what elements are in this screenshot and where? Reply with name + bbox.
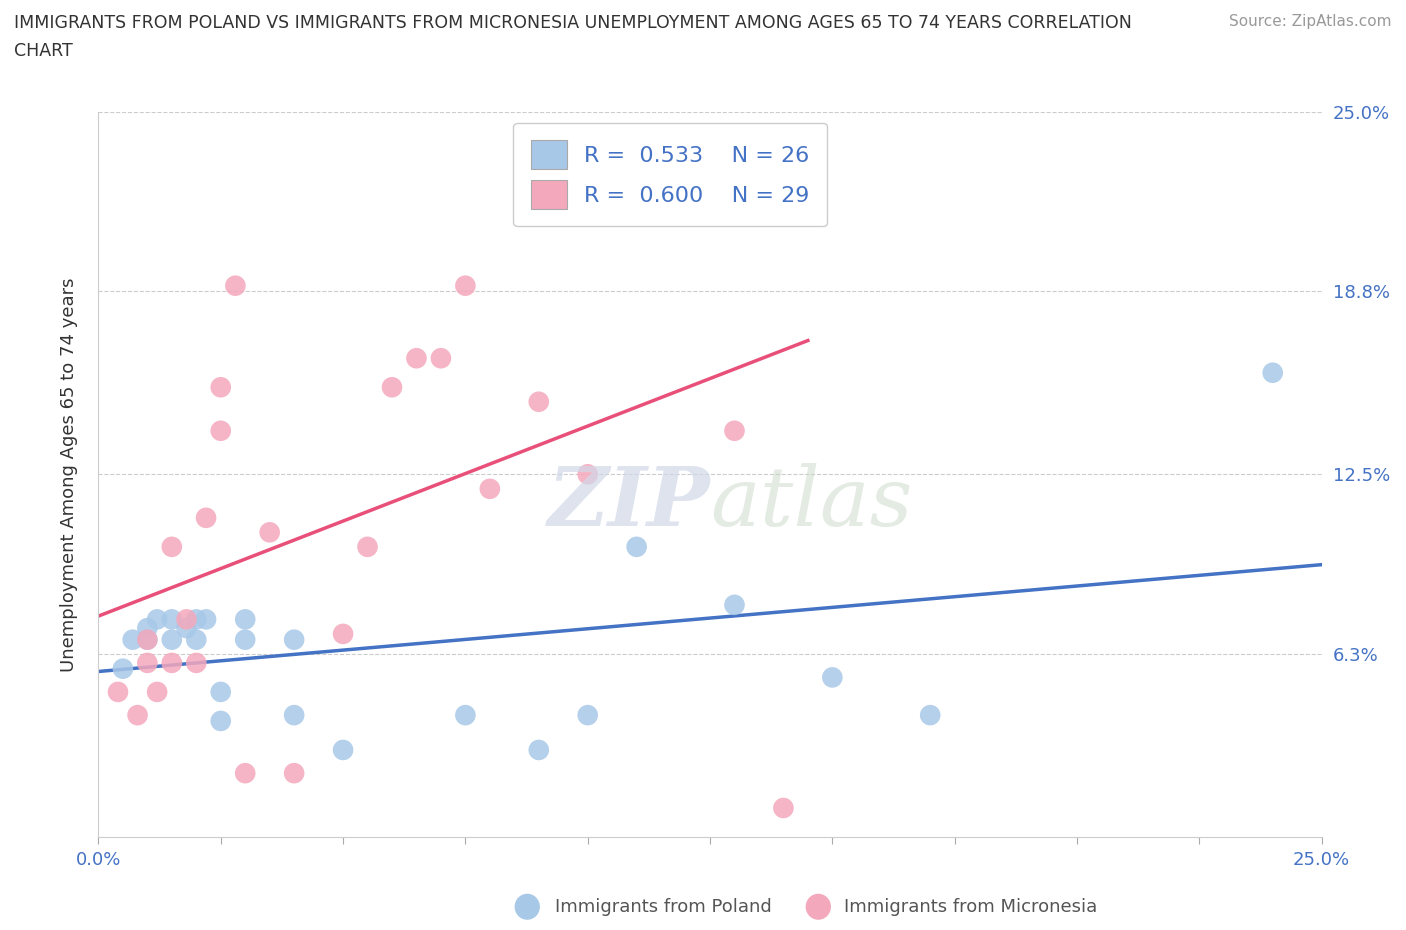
Point — [136, 656, 159, 671]
Y-axis label: Unemployment Among Ages 65 to 74 years: Unemployment Among Ages 65 to 74 years — [59, 277, 77, 671]
Point — [527, 394, 550, 409]
Legend: R =  0.533    N = 26, R =  0.600    N = 29: R = 0.533 N = 26, R = 0.600 N = 29 — [513, 123, 828, 227]
Point — [233, 632, 256, 647]
Point — [209, 684, 232, 699]
Point — [136, 620, 159, 635]
Point — [107, 684, 129, 699]
Point — [772, 801, 794, 816]
Point — [209, 379, 232, 394]
Point — [283, 632, 305, 647]
Point — [381, 379, 404, 394]
Point — [186, 656, 208, 671]
Point — [146, 684, 169, 699]
Point — [146, 612, 169, 627]
Point — [576, 467, 599, 482]
Point — [405, 351, 427, 365]
Point — [136, 632, 159, 647]
Point — [160, 612, 183, 627]
Point — [626, 539, 648, 554]
Point — [821, 670, 844, 684]
Point — [160, 656, 183, 671]
Text: atlas: atlas — [710, 463, 912, 543]
Point — [111, 661, 134, 676]
Point — [283, 708, 305, 723]
Text: IMMIGRANTS FROM POLAND VS IMMIGRANTS FROM MICRONESIA UNEMPLOYMENT AMONG AGES 65 : IMMIGRANTS FROM POLAND VS IMMIGRANTS FRO… — [14, 14, 1132, 32]
Point — [160, 632, 183, 647]
Point — [1261, 365, 1284, 380]
Text: ZIP: ZIP — [547, 463, 710, 543]
Point — [283, 765, 305, 780]
Point — [136, 632, 159, 647]
Point — [356, 539, 378, 554]
Point — [723, 423, 745, 438]
Point — [195, 511, 218, 525]
Point — [920, 708, 942, 723]
Point — [576, 206, 599, 220]
Point — [430, 351, 453, 365]
Point — [478, 482, 501, 497]
Point — [209, 423, 232, 438]
Text: Source: ZipAtlas.com: Source: ZipAtlas.com — [1229, 14, 1392, 29]
Point — [195, 612, 218, 627]
Point — [209, 713, 232, 728]
Point — [576, 708, 599, 723]
Point — [186, 612, 208, 627]
Text: CHART: CHART — [14, 42, 73, 60]
Point — [176, 612, 198, 627]
Point — [233, 612, 256, 627]
Point — [454, 278, 477, 293]
Point — [259, 525, 281, 539]
Point — [600, 148, 623, 163]
Point — [527, 742, 550, 757]
Point — [186, 632, 208, 647]
Text: Immigrants from Micronesia: Immigrants from Micronesia — [844, 897, 1097, 916]
Point — [332, 627, 354, 642]
Point — [233, 765, 256, 780]
Text: Immigrants from Poland: Immigrants from Poland — [555, 897, 772, 916]
Point — [160, 539, 183, 554]
Point — [332, 742, 354, 757]
Point — [224, 278, 246, 293]
Point — [127, 708, 149, 723]
Point — [176, 620, 198, 635]
Point — [723, 597, 745, 612]
Point — [121, 632, 143, 647]
Point — [454, 708, 477, 723]
